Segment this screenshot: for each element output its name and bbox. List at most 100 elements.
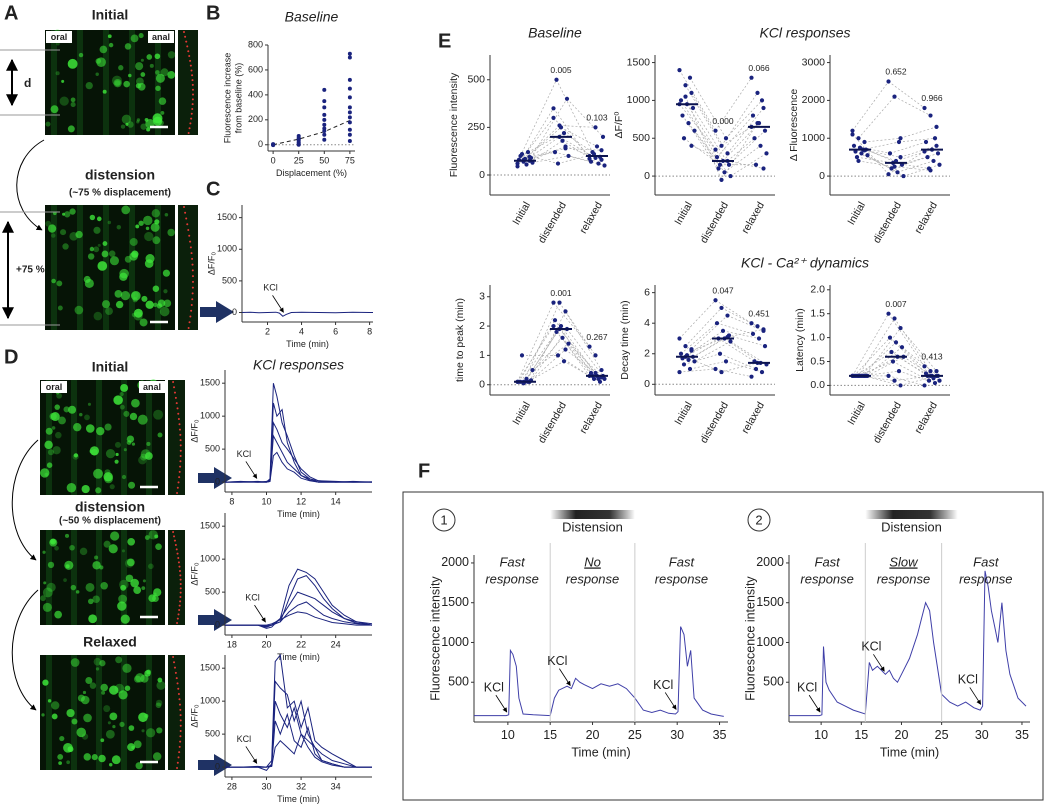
cell xyxy=(118,690,128,700)
cell xyxy=(124,255,132,263)
section-title: KCl - Ca²⁺ dynamics xyxy=(741,255,869,271)
data-point xyxy=(347,77,352,82)
pair-line xyxy=(686,330,724,356)
index-circle xyxy=(432,508,456,532)
tissue-band xyxy=(96,530,102,625)
cell xyxy=(99,45,108,54)
x-tick-label: 34 xyxy=(331,781,341,791)
y-tick-label: 2 xyxy=(479,320,485,332)
y-tick-label: 1 xyxy=(479,349,485,361)
annotation-arrow xyxy=(495,694,508,713)
cell xyxy=(92,595,100,603)
cell xyxy=(133,308,143,318)
segment-label: response xyxy=(655,571,708,586)
category-label: relaxed xyxy=(912,200,940,236)
cell xyxy=(54,404,60,410)
pair-line xyxy=(679,300,716,339)
data-point xyxy=(593,353,598,358)
x-axis-label: Displacement (%) xyxy=(276,168,347,178)
data-point xyxy=(932,380,938,386)
cell xyxy=(73,422,82,432)
x-tick-label: 30 xyxy=(261,781,271,791)
image-subtitle: (~75 % displacement) xyxy=(69,188,171,199)
fit-line xyxy=(273,119,351,146)
cell xyxy=(50,105,59,114)
cell xyxy=(109,712,118,721)
strip-dot xyxy=(176,407,179,410)
pair-line xyxy=(852,134,889,175)
cell xyxy=(83,753,91,761)
y-axis-label: ΔF/F₀ xyxy=(189,704,199,728)
cell xyxy=(91,754,98,761)
tissue-band xyxy=(129,30,135,135)
cell xyxy=(95,58,102,64)
strip-dot xyxy=(187,327,190,329)
pair-line xyxy=(553,302,590,347)
distance-label: +75 % xyxy=(16,265,45,276)
data-point xyxy=(865,153,870,158)
cell xyxy=(119,392,124,397)
panel-letter: A xyxy=(4,2,18,24)
pair-line xyxy=(679,103,716,150)
tissue-band xyxy=(146,530,152,625)
strip-dot xyxy=(191,88,194,91)
annotation: KCl xyxy=(958,673,978,687)
x-tick-label: 30 xyxy=(975,728,989,742)
distension-label: Distension xyxy=(881,519,942,534)
pair-line xyxy=(859,342,897,377)
cell xyxy=(139,318,148,327)
image-title: distension xyxy=(75,499,145,515)
data-point xyxy=(322,126,327,131)
y-axis-label: Latency (min) xyxy=(794,308,806,372)
data-point xyxy=(347,127,352,132)
strip-dot xyxy=(184,211,187,214)
cell xyxy=(124,43,132,50)
data-point xyxy=(557,123,562,128)
cell xyxy=(164,212,169,217)
section-title: KCl responses xyxy=(759,25,850,41)
cell xyxy=(45,121,51,127)
data-point xyxy=(937,162,942,167)
cell xyxy=(155,702,162,709)
cell xyxy=(160,68,169,77)
strip-dot xyxy=(177,687,180,690)
cell xyxy=(49,412,57,421)
cell xyxy=(135,224,140,229)
data-point xyxy=(689,143,694,148)
data-point xyxy=(898,155,903,160)
cell xyxy=(113,395,123,405)
strip-dot xyxy=(191,286,194,289)
segment-label: Fast xyxy=(669,554,696,569)
cell xyxy=(100,738,105,743)
cell xyxy=(63,406,70,413)
cell xyxy=(160,111,165,115)
data-point xyxy=(557,300,562,305)
strip-dot xyxy=(191,103,194,106)
cell xyxy=(158,97,167,105)
cell xyxy=(59,735,65,742)
cell xyxy=(157,432,163,438)
x-tick-label: 20 xyxy=(586,728,600,742)
data-point xyxy=(723,359,729,364)
cell xyxy=(102,89,107,94)
cell xyxy=(70,658,80,667)
trace xyxy=(225,611,372,626)
cell xyxy=(131,312,137,317)
data-point xyxy=(686,121,691,126)
pair-line xyxy=(718,338,755,362)
curved-arrow xyxy=(16,139,45,231)
data-point xyxy=(728,339,733,344)
data-point xyxy=(895,170,900,175)
pair-line xyxy=(903,164,940,177)
cell xyxy=(163,289,168,294)
data-point xyxy=(723,136,729,141)
pair-line xyxy=(559,136,596,159)
microscopy-image xyxy=(40,655,165,770)
cell xyxy=(51,713,58,720)
y-tick-label: 1500 xyxy=(627,56,651,68)
cell xyxy=(46,462,53,468)
data-point xyxy=(923,139,929,145)
pair-line xyxy=(526,140,563,165)
strip-dot xyxy=(187,50,190,53)
data-point xyxy=(892,378,897,383)
